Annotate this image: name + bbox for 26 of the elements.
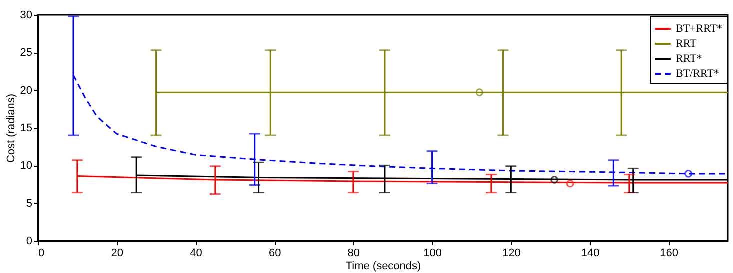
- x-tick-label: 60: [268, 248, 282, 260]
- y-tick-label: 10: [20, 160, 32, 172]
- x-tick-label: 120: [502, 248, 521, 260]
- point: [550, 176, 558, 184]
- legend-label: RRT*: [676, 53, 702, 65]
- legend-label: BT/RRT*: [676, 68, 720, 80]
- y-tick-label: 30: [20, 10, 32, 22]
- point: [566, 180, 574, 188]
- point: [684, 170, 692, 178]
- x-tick-label: 160: [660, 248, 679, 260]
- x-tick-label: 20: [111, 248, 124, 260]
- y-tick-label: 25: [20, 47, 32, 60]
- x-tick-label: 140: [581, 248, 600, 260]
- x-tick-label: 40: [190, 248, 202, 260]
- y-tick-label: 15: [20, 122, 32, 134]
- y-tick-label: 0: [26, 236, 32, 248]
- x-tick-label: 80: [348, 248, 360, 260]
- y-tick-label: 5: [26, 198, 32, 210]
- x-tick-label: 0: [38, 248, 45, 260]
- y-axis-title: Cost (radians): [5, 94, 18, 164]
- point: [476, 88, 484, 96]
- legend-label: BT+RRT*: [676, 23, 722, 35]
- x-axis-title: Time (seconds): [346, 260, 422, 272]
- y-tick-label: 20: [20, 84, 32, 97]
- x-tick-label: 100: [424, 248, 442, 260]
- legend-label: RRT: [676, 38, 698, 50]
